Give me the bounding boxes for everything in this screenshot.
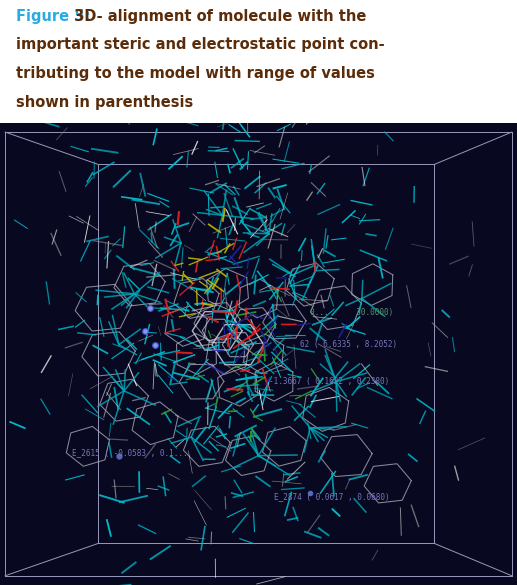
Text: 3D- alignment of molecule with the: 3D- alignment of molecule with the (69, 9, 367, 23)
Text: Figure 5:: Figure 5: (16, 9, 90, 23)
Text: tributing to the model with range of values: tributing to the model with range of val… (16, 66, 374, 81)
Text: 0...      30.0000): 0... 30.0000) (310, 308, 393, 316)
Text: -1.3667 ( 0.1622 , 0.2380): -1.3667 ( 0.1622 , 0.2380) (269, 377, 389, 386)
Text: 62 ( 6.6335 , 8.2052): 62 ( 6.6335 , 8.2052) (300, 340, 397, 349)
Text: E_2615 ( -0.0583 , 0.1...: E_2615 ( -0.0583 , 0.1... (72, 449, 188, 457)
Text: important steric and electrostatic point con-: important steric and electrostatic point… (16, 37, 384, 53)
Text: shown in parenthesis: shown in parenthesis (16, 95, 193, 110)
Text: E_2874 ( 0.0617 , 0.0680): E_2874 ( 0.0617 , 0.0680) (274, 493, 390, 501)
